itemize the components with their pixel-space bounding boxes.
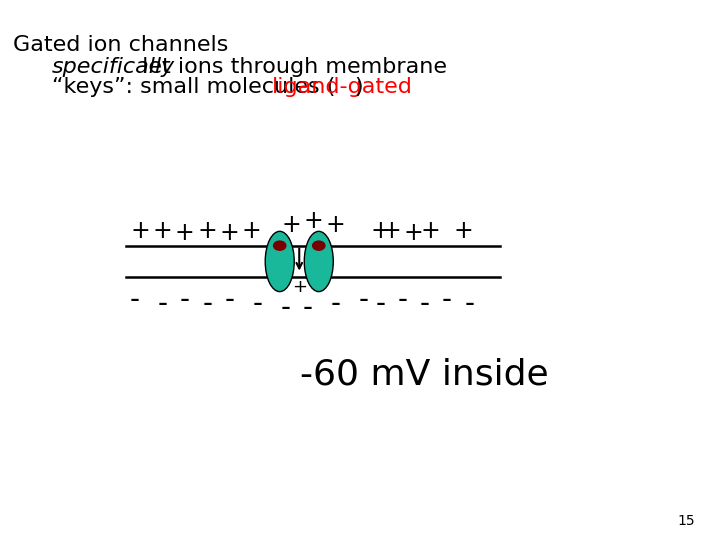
Text: +: + [130, 219, 150, 243]
Text: -: - [158, 290, 168, 318]
Text: ): ) [354, 77, 363, 97]
Text: -: - [464, 290, 474, 318]
Circle shape [312, 241, 325, 250]
Text: -: - [225, 286, 235, 314]
Text: +: + [404, 221, 423, 245]
Text: +: + [325, 213, 346, 237]
Text: +: + [242, 219, 261, 243]
Text: -: - [253, 290, 262, 318]
Circle shape [274, 241, 286, 250]
Text: -60 mV inside: -60 mV inside [300, 357, 549, 392]
Text: -: - [397, 286, 408, 314]
Text: -: - [330, 290, 341, 318]
Text: -: - [359, 286, 369, 314]
Text: +: + [420, 219, 440, 243]
Text: Gated ion channels: Gated ion channels [13, 35, 228, 55]
Text: -: - [180, 286, 190, 314]
Text: +: + [303, 209, 323, 233]
Text: -: - [420, 290, 430, 318]
Text: +: + [292, 278, 307, 296]
Text: -: - [280, 294, 290, 322]
Text: -: - [202, 290, 212, 318]
Text: +: + [197, 219, 217, 243]
Text: +: + [382, 219, 401, 243]
Text: +: + [153, 219, 172, 243]
Text: -: - [130, 286, 140, 314]
Text: -: - [302, 294, 312, 322]
Text: +: + [281, 213, 301, 237]
Text: 15: 15 [678, 514, 695, 528]
Ellipse shape [265, 231, 294, 292]
Text: +: + [454, 219, 474, 243]
Ellipse shape [305, 231, 333, 292]
Text: “keys”: small molecules (: “keys”: small molecules ( [52, 77, 336, 97]
Text: -: - [442, 286, 452, 314]
Text: +: + [220, 221, 239, 245]
Text: ligand-gated: ligand-gated [271, 77, 413, 97]
Text: +: + [370, 219, 390, 243]
Text: +: + [175, 221, 194, 245]
Text: let ions through membrane: let ions through membrane [135, 57, 446, 77]
Text: -: - [375, 290, 385, 318]
Text: specifically: specifically [52, 57, 175, 77]
